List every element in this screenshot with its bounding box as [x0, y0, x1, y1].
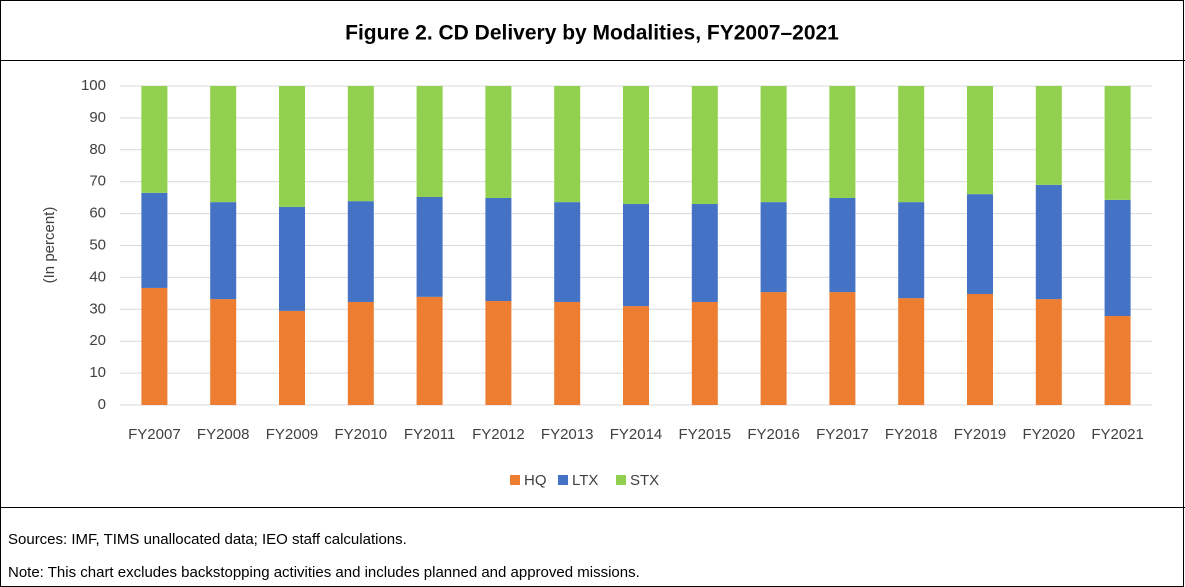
y-tick-label: 20 — [89, 332, 106, 349]
x-tick-label: FY2015 — [679, 426, 732, 443]
bar-segment — [967, 194, 993, 294]
bar-segment — [554, 301, 581, 405]
y-tick-label: 40 — [89, 268, 106, 285]
sources: Sources: IMF, TIMS unallocated data; IEO… — [8, 531, 407, 548]
bar-segment — [347, 301, 374, 405]
bar-segment — [898, 202, 925, 299]
bar-segment — [210, 202, 237, 300]
x-tick-label: FY2016 — [747, 426, 800, 443]
bar-segment — [967, 293, 993, 405]
note: Note: This chart excludes backstopping a… — [8, 564, 640, 581]
bar-segment — [760, 292, 787, 405]
legend-label: HQ — [524, 472, 547, 489]
x-tick-label: FY2012 — [472, 426, 525, 443]
y-tick-label: 30 — [89, 300, 106, 317]
bar-segment — [691, 86, 718, 205]
bar-segment — [416, 86, 443, 198]
bar-segment — [691, 204, 718, 302]
bar-segment — [347, 86, 374, 202]
bar-segment — [279, 206, 305, 311]
bar-segment — [347, 201, 374, 302]
x-tick-label: FY2013 — [541, 426, 594, 443]
legend-swatch — [558, 475, 568, 485]
bar-segment — [554, 202, 581, 302]
y-tick-label: 90 — [89, 109, 106, 126]
x-tick-label: FY2014 — [610, 426, 663, 443]
bar-segment — [1104, 315, 1131, 405]
bar-segment — [760, 86, 787, 203]
x-tick-label: FY2011 — [404, 426, 455, 443]
bar-segment — [1035, 86, 1062, 185]
bar-segment — [967, 86, 993, 195]
bar-segment — [829, 197, 856, 293]
bar-segment — [760, 202, 787, 293]
bar-segment — [210, 299, 237, 405]
bar-segment — [485, 86, 512, 198]
bar-segment — [485, 301, 512, 405]
y-tick-label: 70 — [89, 173, 106, 190]
x-tick-label: FY2008 — [197, 426, 250, 443]
bar-segment — [829, 292, 856, 405]
bar-segment — [141, 192, 168, 288]
bar-segment — [623, 306, 649, 405]
legend-label: LTX — [572, 472, 598, 489]
bar-segment — [141, 86, 168, 193]
bar-segment — [279, 310, 305, 405]
x-tick-label: FY2007 — [128, 426, 181, 443]
bar-segment — [898, 298, 925, 405]
x-tick-label: FY2009 — [266, 426, 319, 443]
bar-segment — [416, 296, 443, 405]
bar-segment — [1035, 184, 1062, 300]
bar-segment — [554, 86, 581, 203]
y-tick-label: 100 — [81, 77, 106, 94]
bar-segment — [898, 86, 925, 203]
x-tick-label: FY2017 — [816, 426, 869, 443]
y-tick-label: 0 — [98, 396, 106, 413]
y-tick-label: 60 — [89, 205, 106, 222]
bar-segment — [210, 86, 237, 203]
bar-segment — [623, 86, 649, 205]
legend-swatch — [510, 475, 520, 485]
y-tick-label: 10 — [89, 364, 106, 381]
bar-segment — [691, 301, 718, 405]
bar-segment — [829, 86, 856, 198]
bar-segment — [1104, 86, 1131, 200]
bar-segment — [1104, 199, 1131, 316]
x-tick-label: FY2010 — [335, 426, 388, 443]
x-tick-label: FY2019 — [954, 426, 1007, 443]
x-tick-label: FY2021 — [1091, 426, 1144, 443]
legend-swatch — [616, 475, 626, 485]
bar-segment — [1035, 299, 1062, 405]
legend-label: STX — [630, 472, 659, 489]
chart-title: Figure 2. CD Delivery by Modalities, FY2… — [345, 22, 839, 45]
x-tick-label: FY2018 — [885, 426, 938, 443]
bar-segment — [416, 197, 443, 297]
bar-segment — [485, 197, 512, 302]
y-tick-label: 80 — [89, 141, 106, 158]
bar-segment — [141, 287, 168, 405]
bar-segment — [623, 204, 649, 307]
y-tick-label: 50 — [89, 236, 106, 253]
x-tick-label: FY2020 — [1023, 426, 1076, 443]
y-axis-label: (In percent) — [41, 207, 58, 284]
bar-segment — [279, 86, 305, 207]
